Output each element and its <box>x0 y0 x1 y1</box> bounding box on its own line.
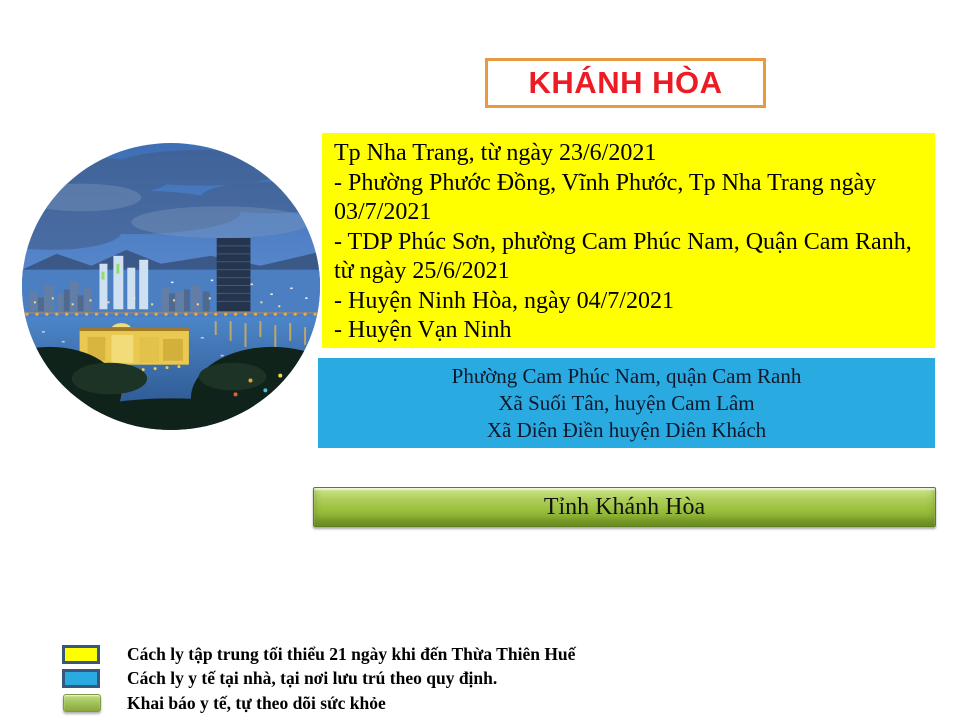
blue-infobox-line: Xã Diên Điền huyện Diên Khách <box>486 418 767 442</box>
blue-infobox-line: Phường Cam Phúc Nam, quận Cam Ranh <box>451 364 802 388</box>
legend-row: Khai báo y tế, tự theo dõi sức khỏe <box>62 691 575 716</box>
legend-swatch-green <box>63 694 101 713</box>
yellow-infobox-line: 03/7/2021 <box>334 199 432 225</box>
nha-trang-photo <box>22 143 320 430</box>
legend-label: Khai báo y tế, tự theo dõi sức khỏe <box>127 692 386 713</box>
province-bar-label: Tỉnh Khánh Hòa <box>543 493 706 520</box>
yellow-infobox-line: - Huyện Vạn Ninh <box>334 317 512 343</box>
legend-swatch-blue <box>62 669 100 689</box>
legend-row: Cách ly tập trung tối thiểu 21 ngày khi … <box>62 642 575 667</box>
legend-swatch-yellow <box>62 644 100 664</box>
yellow-infobox-line: - Huyện Ninh Hòa, ngày 04/7/2021 <box>334 287 674 314</box>
blue-infobox: Phường Cam Phúc Nam, quận Cam Ranh Xã Su… <box>318 358 935 448</box>
yellow-infobox-line: từ ngày 25/6/2021 <box>334 258 510 284</box>
yellow-infobox-line: Tp Nha Trang, từ ngày 23/6/2021 <box>334 140 657 166</box>
legend: Cách ly tập trung tối thiểu 21 ngày khi … <box>62 642 575 716</box>
blue-infobox-line: Xã Suối Tân, huyện Cam Lâm <box>498 391 755 415</box>
page-title: KHÁNH HÒA <box>528 65 723 100</box>
legend-row: Cách ly y tế tại nhà, tại nơi lưu trú th… <box>62 667 575 692</box>
legend-label: Cách ly y tế tại nhà, tại nơi lưu trú th… <box>127 668 498 689</box>
yellow-infobox-line: - Phường Phước Đồng, Vĩnh Phước, Tp Nha … <box>334 169 877 196</box>
legend-label: Cách ly tập trung tối thiểu 21 ngày khi … <box>127 643 576 664</box>
yellow-infobox-line: - TDP Phúc Sơn, phường Cam Phúc Nam, Quậ… <box>334 228 912 255</box>
title-box: KHÁNH HÒA <box>485 58 766 108</box>
province-bar: Tỉnh Khánh Hòa <box>313 487 936 527</box>
city-photo-svg <box>22 143 320 430</box>
yellow-infobox: Tp Nha Trang, từ ngày 23/6/2021 - Phường… <box>322 133 935 348</box>
